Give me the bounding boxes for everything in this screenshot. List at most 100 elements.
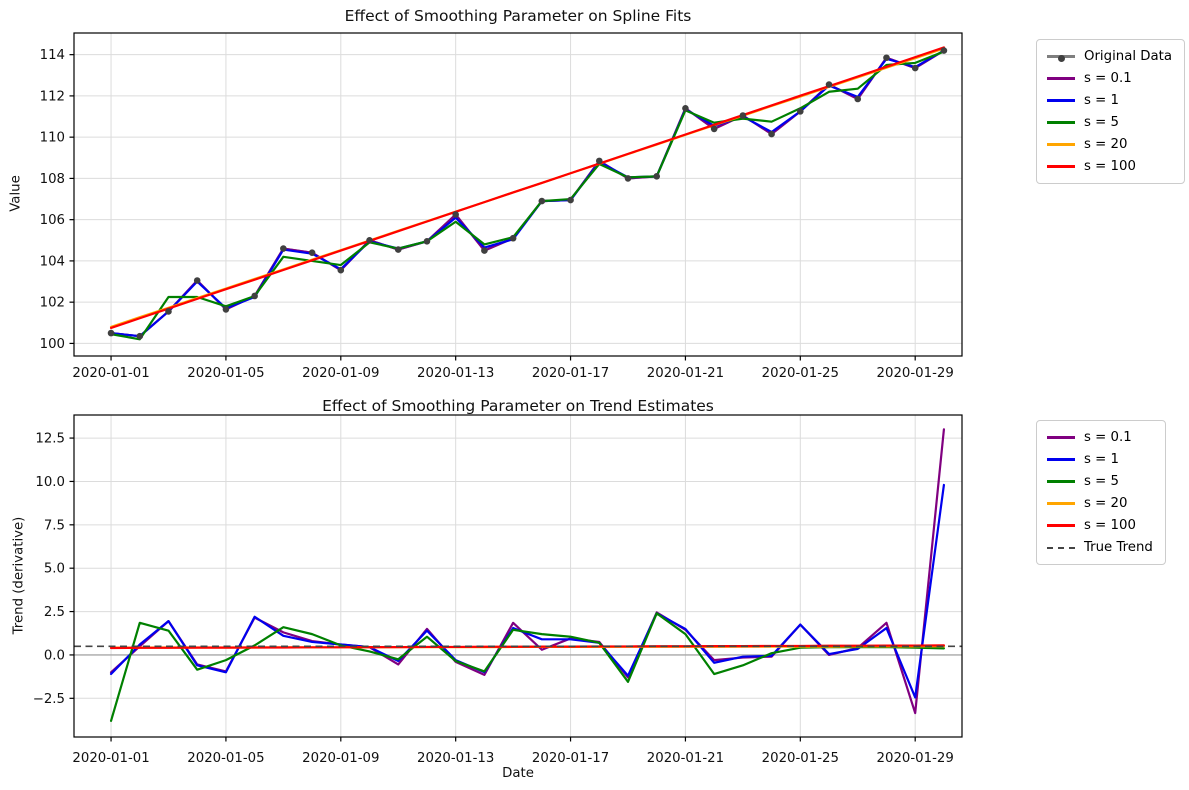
legend-item-s-20: s = 20 bbox=[1047, 137, 1172, 152]
xtick-label: 2020-01-13 bbox=[417, 366, 494, 381]
series-s-100 bbox=[109, 46, 946, 330]
ytick-label: 104 bbox=[40, 254, 65, 269]
axis-ticks: 2020-01-01 2020-01-05 2020-01-09 2020-01-13… bbox=[33, 432, 954, 766]
legend-item-s-100: s = 100 bbox=[1047, 159, 1172, 174]
data-point bbox=[682, 104, 689, 112]
data-point bbox=[739, 112, 747, 119]
data-point bbox=[768, 130, 775, 138]
legend-label: s = 5 bbox=[1084, 115, 1119, 130]
data-point bbox=[107, 329, 115, 337]
legend-label: s = 100 bbox=[1084, 518, 1136, 533]
ytick-label: 102 bbox=[40, 296, 65, 311]
line-swatch bbox=[1047, 143, 1075, 146]
legend-item-true-trend: True Trend bbox=[1047, 540, 1153, 555]
plot-border bbox=[73, 414, 963, 738]
xtick-label: 2020-01-09 bbox=[302, 751, 379, 766]
line-swatch bbox=[1047, 121, 1075, 124]
legend-label: s = 20 bbox=[1084, 496, 1128, 511]
data-point bbox=[394, 246, 402, 253]
ytick-label: 114 bbox=[40, 48, 65, 63]
legend-item-s-1: s = 1 bbox=[1047, 452, 1153, 467]
xtick-label: 2020-01-09 bbox=[302, 366, 379, 381]
data-point bbox=[423, 238, 431, 245]
ytick-label: 110 bbox=[40, 131, 65, 146]
ytick-label: 5.0 bbox=[44, 562, 65, 577]
ytick-label: −2.5 bbox=[33, 692, 65, 707]
series-lines bbox=[109, 46, 946, 341]
data-point bbox=[251, 292, 258, 300]
legend-label: True Trend bbox=[1084, 540, 1153, 555]
data-point bbox=[481, 247, 488, 254]
series-s-5 bbox=[109, 612, 946, 722]
data-point bbox=[509, 234, 517, 242]
data-point bbox=[308, 249, 316, 256]
data-point bbox=[538, 197, 546, 205]
data-point bbox=[193, 277, 201, 284]
line-swatch bbox=[1047, 502, 1075, 505]
grid bbox=[74, 415, 962, 737]
ytick-label: 100 bbox=[40, 337, 65, 352]
line-swatch bbox=[1047, 524, 1075, 527]
xtick-label: 2020-01-05 bbox=[187, 366, 264, 381]
dashed-line-swatch bbox=[1047, 546, 1075, 549]
data-point bbox=[883, 54, 890, 62]
trend-estimates-chart: 2020-01-01 2020-01-05 2020-01-09 2020-01-13… bbox=[33, 414, 963, 766]
data-point bbox=[165, 308, 172, 315]
xtick-label: 2020-01-13 bbox=[417, 751, 494, 766]
legend-label: s = 1 bbox=[1084, 93, 1119, 108]
ytick-label: 108 bbox=[40, 172, 65, 187]
data-point bbox=[595, 157, 603, 165]
data-point bbox=[567, 196, 574, 204]
data-point-markers bbox=[107, 47, 948, 340]
series-s-1 bbox=[109, 483, 946, 699]
legend-item-s-0.1: s = 0.1 bbox=[1047, 71, 1172, 86]
legend-item-s-5: s = 5 bbox=[1047, 115, 1172, 130]
data-point bbox=[624, 175, 632, 182]
xtick-label: 2020-01-17 bbox=[532, 366, 609, 381]
data-point bbox=[797, 108, 804, 115]
trend-estimates-xlabel: Date bbox=[502, 766, 534, 781]
xtick-label: 2020-01-29 bbox=[877, 366, 954, 381]
data-point bbox=[653, 173, 661, 180]
data-point bbox=[940, 47, 948, 54]
ytick-label: 2.5 bbox=[44, 605, 65, 620]
line-swatch bbox=[1047, 165, 1075, 168]
data-point bbox=[366, 236, 373, 244]
xtick-label: 2020-01-25 bbox=[762, 366, 839, 381]
series-s-1 bbox=[109, 49, 946, 338]
xtick-label: 2020-01-25 bbox=[762, 751, 839, 766]
data-point bbox=[280, 245, 287, 252]
legend-item-s-0.1: s = 0.1 bbox=[1047, 430, 1153, 445]
data-point bbox=[222, 306, 230, 313]
xtick-label: 2020-01-17 bbox=[532, 751, 609, 766]
grid bbox=[74, 33, 962, 356]
series-s-5 bbox=[109, 50, 946, 341]
data-point bbox=[854, 95, 862, 103]
data-point bbox=[452, 211, 459, 218]
ytick-label: 12.5 bbox=[35, 432, 65, 447]
ytick-label: 106 bbox=[40, 213, 65, 228]
data-point bbox=[337, 266, 345, 274]
data-point bbox=[911, 64, 919, 72]
ytick-label: 10.0 bbox=[35, 475, 65, 490]
spline-fits-chart: 2020-01-01 2020-01-05 2020-01-09 2020-01-13… bbox=[40, 32, 963, 381]
legend-item-s-100: s = 100 bbox=[1047, 518, 1153, 533]
trend-estimates-legend: s = 0.1 s = 1 s = 5 s = 20 s = 100 True Trend bbox=[1036, 420, 1166, 565]
xtick-label: 2020-01-21 bbox=[647, 751, 724, 766]
ytick-label: 112 bbox=[40, 89, 65, 104]
line-swatch bbox=[1047, 77, 1075, 80]
spline-fits-title: Effect of Smoothing Parameter on Spline … bbox=[344, 7, 692, 25]
legend-item-original-data: Original Data bbox=[1047, 49, 1172, 64]
data-point bbox=[710, 125, 718, 133]
marker-dot-icon bbox=[1058, 55, 1065, 62]
legend-label: s = 100 bbox=[1084, 159, 1136, 174]
xtick-label: 2020-01-21 bbox=[647, 366, 724, 381]
legend-item-s-20: s = 20 bbox=[1047, 496, 1153, 511]
legend-label: Original Data bbox=[1084, 49, 1173, 64]
legend-label: s = 0.1 bbox=[1084, 430, 1132, 445]
xtick-label: 2020-01-01 bbox=[72, 751, 149, 766]
axis-ticks: 2020-01-01 2020-01-05 2020-01-09 2020-01-13… bbox=[40, 48, 954, 381]
trend-estimates-title: Effect of Smoothing Parameter on Trend E… bbox=[322, 397, 714, 415]
spline-fits-legend: Original Data s = 0.1 s = 1 s = 5 s = 20 s = … bbox=[1036, 39, 1186, 184]
